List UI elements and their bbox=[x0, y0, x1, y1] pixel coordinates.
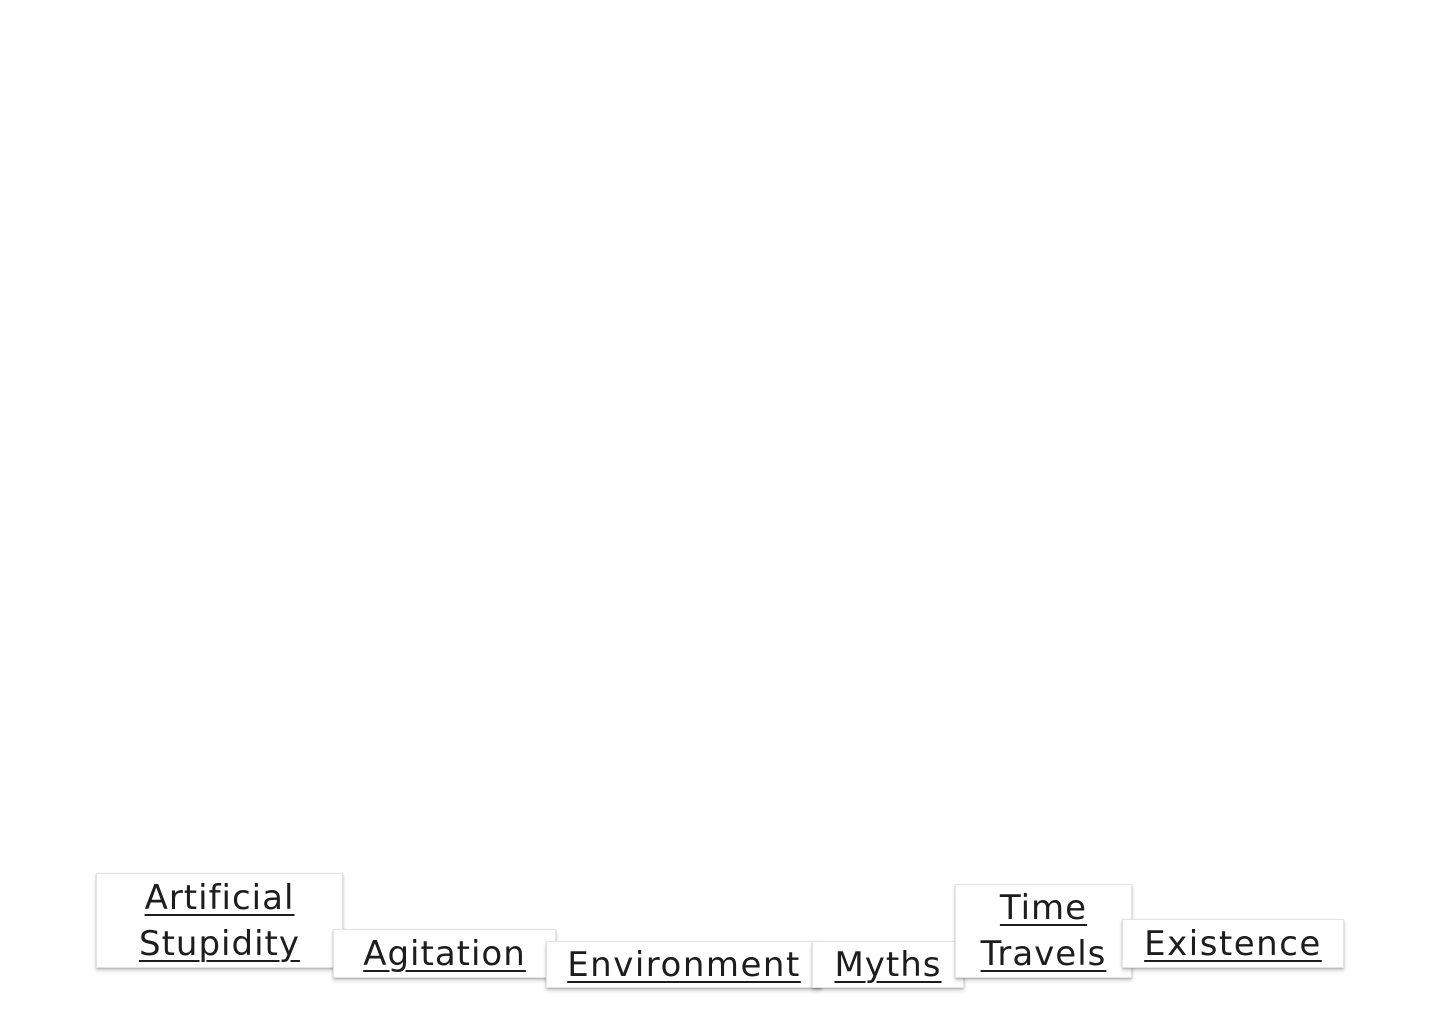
topic-card-time-travels[interactable]: Time Travels bbox=[955, 884, 1132, 978]
topic-link-myths[interactable]: Myths bbox=[834, 944, 942, 985]
topic-card-environment[interactable]: Environment bbox=[546, 941, 822, 988]
topic-link-time-travels[interactable]: Time Travels bbox=[980, 888, 1107, 974]
topic-card-artificial-stupidity[interactable]: Artificial Stupidity bbox=[96, 873, 343, 968]
topic-link-artificial-stupidity[interactable]: Artificial Stupidity bbox=[139, 877, 300, 964]
topic-link-existence[interactable]: Existence bbox=[1144, 923, 1322, 964]
topic-link-environment[interactable]: Environment bbox=[567, 944, 801, 985]
topic-card-myths[interactable]: Myths bbox=[812, 941, 964, 988]
topic-card-existence[interactable]: Existence bbox=[1122, 919, 1344, 968]
topic-card-agitation[interactable]: Agitation bbox=[333, 929, 556, 978]
topic-link-agitation[interactable]: Agitation bbox=[363, 933, 526, 974]
